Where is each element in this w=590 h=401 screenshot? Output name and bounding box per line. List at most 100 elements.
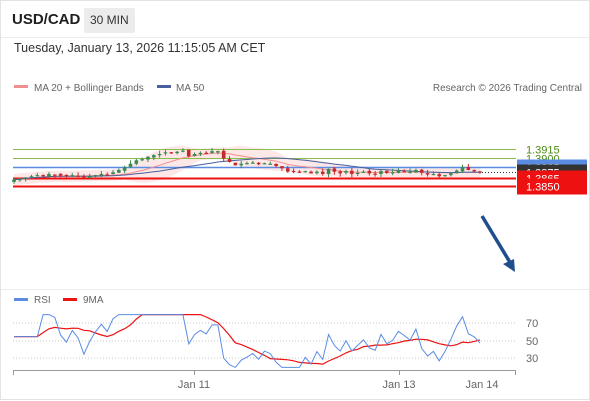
candle-body xyxy=(332,168,337,172)
candle xyxy=(309,170,313,174)
candle xyxy=(64,174,69,178)
ma20-legend-label: MA 20 + Bollinger Bands xyxy=(34,83,144,94)
candle xyxy=(175,150,179,155)
rsi-ma9-line xyxy=(14,314,481,365)
candle xyxy=(419,168,424,176)
candle-body xyxy=(355,172,360,175)
bollinger-band-area xyxy=(14,145,480,186)
candle-body xyxy=(146,156,150,160)
candle-body xyxy=(256,162,261,165)
candle-body xyxy=(70,175,75,177)
candle xyxy=(326,168,331,178)
candle-body xyxy=(402,171,407,173)
candle-body xyxy=(414,169,418,173)
candle xyxy=(140,157,144,162)
candle-body xyxy=(192,154,197,157)
candle-body xyxy=(76,175,80,177)
x-tick-jan11: Jan 11 xyxy=(178,379,210,391)
candle xyxy=(280,166,284,171)
candle xyxy=(163,149,168,156)
candle xyxy=(111,170,115,175)
candle xyxy=(472,169,476,172)
candle xyxy=(35,172,40,177)
candle-body xyxy=(140,159,144,161)
candle xyxy=(181,148,185,153)
candle xyxy=(361,170,366,173)
candle-body xyxy=(111,172,115,175)
rsi-legend-label: RSI xyxy=(34,295,51,306)
rsi-tick-70: 70 xyxy=(526,318,538,330)
credit-text: Research © 2026 Trading Central xyxy=(433,83,582,94)
rsi-tick-50: 50 xyxy=(526,336,538,348)
candle xyxy=(437,172,442,180)
candle xyxy=(245,161,249,165)
candle xyxy=(291,168,296,174)
candle-body xyxy=(93,175,98,177)
ma50-line xyxy=(13,157,481,181)
candle xyxy=(350,168,354,178)
symbol-title: USD/CAD xyxy=(12,11,81,28)
moving-averages xyxy=(13,152,481,181)
candle xyxy=(146,156,150,163)
candle xyxy=(210,148,214,154)
candle-body xyxy=(233,162,238,166)
candle-body xyxy=(117,169,121,173)
candle xyxy=(262,162,267,165)
forecast-arrow xyxy=(480,215,513,265)
candle-body xyxy=(303,171,308,173)
ma9-legend-swatch xyxy=(63,298,77,301)
candle-body xyxy=(128,163,133,167)
candle-body xyxy=(134,160,139,164)
candle-body xyxy=(326,168,331,175)
candle-body xyxy=(181,150,185,152)
candle-body xyxy=(18,178,22,181)
price-levels xyxy=(13,149,516,188)
timestamp: Tuesday, January 13, 2026 11:15:05 AM CE… xyxy=(14,41,266,55)
candle xyxy=(52,174,57,178)
candle-body xyxy=(338,171,342,174)
candle-body xyxy=(274,163,278,166)
candle xyxy=(303,170,308,173)
candle xyxy=(70,172,75,178)
candle xyxy=(414,168,418,174)
candle-body xyxy=(443,175,447,177)
candle xyxy=(373,171,377,177)
level-label-1-3850: 1.3850 xyxy=(526,182,560,194)
candle-body xyxy=(245,163,249,165)
candle-body xyxy=(52,174,57,176)
ma50-legend-label: MA 50 xyxy=(176,83,205,94)
candle xyxy=(355,169,360,177)
rsi-line xyxy=(14,314,481,369)
candle xyxy=(285,165,290,173)
candle-body xyxy=(152,155,156,158)
candle-body xyxy=(437,174,442,177)
ma9-legend-label: 9MA xyxy=(83,295,104,306)
candle xyxy=(192,152,197,157)
candle-body xyxy=(47,173,51,177)
candle xyxy=(338,169,342,177)
candle-body xyxy=(320,171,325,174)
candle-body xyxy=(449,173,453,176)
candle xyxy=(99,170,104,178)
header-bar: USD/CAD 30 MIN xyxy=(1,1,589,37)
candle xyxy=(87,173,92,180)
candle-body xyxy=(425,173,430,175)
timeframe-button[interactable]: 30 MIN xyxy=(84,8,135,33)
candle-body xyxy=(379,171,383,174)
candle-body xyxy=(210,151,214,153)
candle-body xyxy=(221,150,226,159)
candle xyxy=(379,169,383,177)
candle-body xyxy=(385,170,389,173)
candle-body xyxy=(23,177,28,179)
candle-body xyxy=(216,151,220,153)
candle xyxy=(93,174,98,180)
candle xyxy=(274,163,278,168)
candle-body xyxy=(390,172,395,174)
candle-body xyxy=(41,175,45,177)
candle-body xyxy=(297,171,302,173)
candle xyxy=(367,168,372,176)
candle-body xyxy=(169,152,174,154)
candle xyxy=(385,170,389,175)
